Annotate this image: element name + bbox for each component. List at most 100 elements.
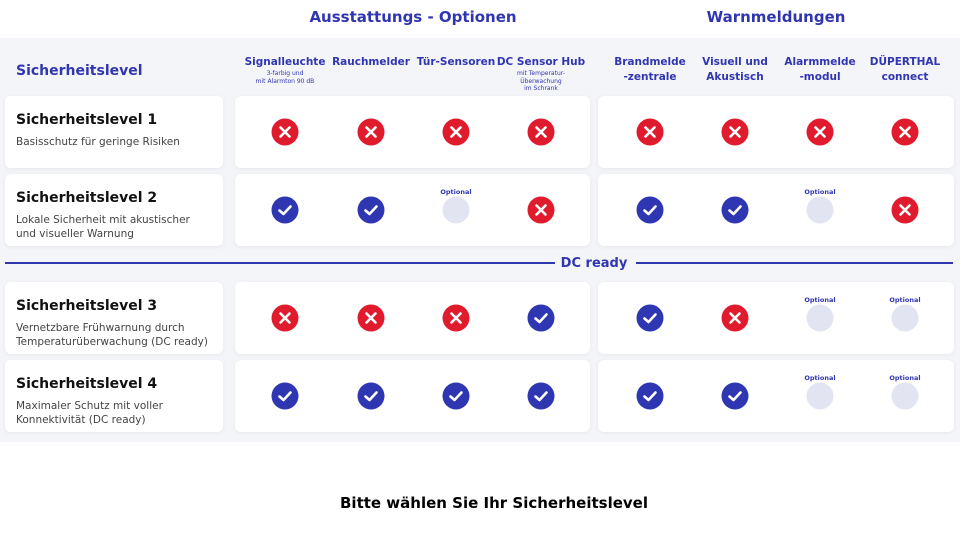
yes-icon — [721, 196, 749, 224]
status-icon — [357, 382, 385, 410]
icon-part — [729, 312, 741, 324]
optional-icon — [806, 382, 834, 410]
icon-part — [364, 205, 378, 216]
column-label: DÜPERTHAL — [869, 56, 941, 68]
yes-icon — [721, 382, 749, 410]
status-icon — [806, 382, 834, 410]
optional-icon — [891, 382, 919, 410]
status-icon — [271, 382, 299, 410]
column-note: mit Alarmton 90 dB — [255, 77, 315, 85]
status-icon — [271, 196, 299, 224]
column-note: im Schrank — [524, 85, 558, 92]
divider-label: DC ready — [556, 256, 632, 271]
icon-part — [279, 126, 291, 138]
row-card — [5, 96, 223, 168]
footer-text: Bitte wählen Sie Ihr Sicherheitslevel — [340, 494, 648, 512]
icon-part — [729, 126, 741, 138]
column-label: Signalleuchte — [244, 56, 326, 68]
icon-part — [535, 126, 547, 138]
status-icon — [636, 304, 664, 332]
icon-part — [534, 313, 548, 324]
icon-part — [814, 126, 826, 138]
yes-icon — [636, 382, 664, 410]
icon-part — [278, 391, 292, 402]
status-icon — [442, 118, 470, 146]
status-icon — [806, 118, 834, 146]
status-icon — [527, 118, 555, 146]
status-icon — [806, 196, 834, 224]
yes-icon — [527, 382, 555, 410]
row-card — [5, 174, 223, 246]
icon-part — [644, 126, 656, 138]
row-description: Lokale Sicherheit mit akustischer und vi… — [16, 214, 190, 240]
status-icon — [527, 304, 555, 332]
status-icon — [891, 196, 919, 224]
status-icon — [721, 304, 749, 332]
optional-label: Optional — [804, 374, 836, 382]
row-description: Vernetzbare Frühwarnung durch Temperatur… — [16, 322, 208, 348]
row-description: Maximaler Schutz mit voller Konnektivitä… — [16, 400, 163, 426]
icon-part — [365, 126, 377, 138]
column-label: Rauchmelder — [332, 56, 410, 68]
status-icon — [636, 118, 664, 146]
column-note: 3-farbig und — [266, 70, 304, 77]
icon-part — [535, 204, 547, 216]
column-label: Alarmmelde — [784, 56, 856, 68]
column-label: Brandmelde — [614, 56, 686, 68]
icon-part — [643, 313, 657, 324]
status-icon — [806, 304, 834, 332]
yes-icon — [271, 196, 299, 224]
icon-part — [728, 391, 742, 402]
column-note: mit Temperatur- — [517, 70, 565, 77]
optional-icon — [891, 304, 919, 332]
icon-part — [364, 391, 378, 402]
icon-part — [279, 312, 291, 324]
row-title: Sicherheitslevel 1 — [16, 112, 158, 128]
yes-icon — [442, 382, 470, 410]
status-icon — [527, 382, 555, 410]
column-label: Akustisch — [706, 71, 764, 83]
row-title: Sicherheitslevel 2 — [16, 190, 158, 206]
column-label: Tür-Sensoren — [416, 56, 496, 68]
icon-part — [643, 391, 657, 402]
optional-label: Optional — [889, 374, 921, 382]
row-title: Sicherheitslevel 4 — [16, 376, 158, 392]
status-icon — [721, 118, 749, 146]
status-icon — [721, 382, 749, 410]
column-label: -modul — [799, 71, 841, 83]
status-icon — [271, 304, 299, 332]
optional-label: Optional — [804, 188, 836, 196]
status-icon — [357, 196, 385, 224]
group-header: Warnmeldungen — [706, 8, 846, 26]
row-card — [5, 360, 223, 432]
yes-icon — [636, 196, 664, 224]
status-icon — [636, 196, 664, 224]
optional-icon — [806, 196, 834, 224]
icon-part — [728, 205, 742, 216]
status-icon — [891, 382, 919, 410]
status-icon — [636, 382, 664, 410]
divider-line — [5, 262, 555, 264]
status-icon — [442, 196, 470, 224]
icon-part — [450, 126, 462, 138]
yes-icon — [357, 382, 385, 410]
group-header: Ausstattungs - Optionen — [309, 8, 517, 26]
row-description: Basisschutz für geringe Risiken — [16, 136, 180, 148]
column-label: DC Sensor Hub — [496, 56, 586, 68]
status-icon — [442, 382, 470, 410]
yes-icon — [636, 304, 664, 332]
optional-icon — [442, 196, 470, 224]
icon-part — [643, 205, 657, 216]
icon-part — [899, 204, 911, 216]
icon-part — [365, 312, 377, 324]
icon-part — [449, 391, 463, 402]
status-icon — [271, 118, 299, 146]
row-card — [5, 282, 223, 354]
status-icon — [357, 304, 385, 332]
icon-part — [450, 312, 462, 324]
status-icon — [442, 304, 470, 332]
yes-icon — [527, 304, 555, 332]
column-label: Visuell und — [702, 56, 768, 68]
status-icon — [721, 196, 749, 224]
